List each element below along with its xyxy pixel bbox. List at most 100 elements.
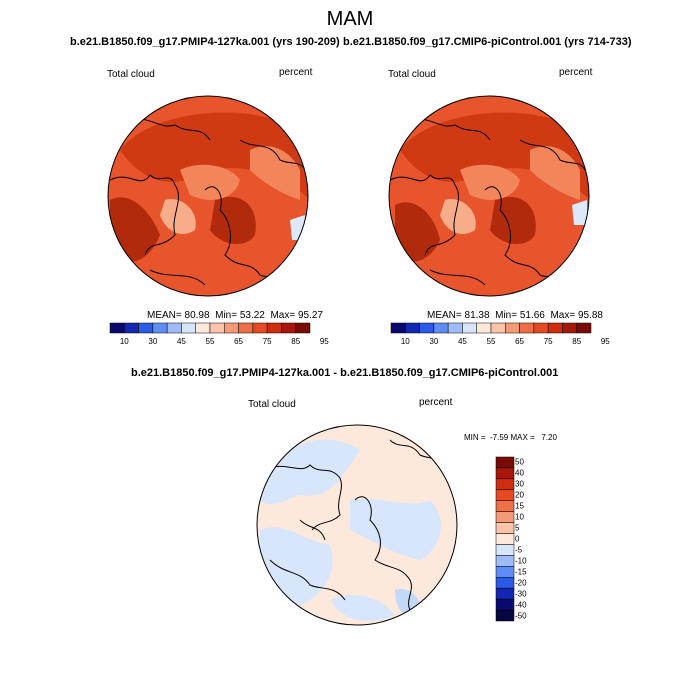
left-colorbar-tick-label: 65 — [234, 337, 244, 346]
diff-colorbar-tick-label: 0 — [515, 534, 520, 544]
left-colorbar-labels: 10 30 45 55 65 75 85 95 — [110, 337, 329, 347]
left-colorbar — [109, 322, 311, 334]
left-colorbar-box — [181, 322, 196, 334]
right-colorbar-svg — [390, 322, 592, 334]
left-colorbar-box — [238, 322, 254, 334]
left-map-darker-region — [110, 197, 160, 263]
right-colorbar-box — [462, 322, 477, 334]
diff-map-cool-region — [260, 439, 360, 505]
left-colorbar-box — [109, 322, 125, 334]
diff-colorbar-tick-label: 50 — [515, 457, 524, 467]
left-colorbar-tick-label: 85 — [291, 337, 301, 346]
left-colorbar-tick-label: 10 — [119, 337, 129, 346]
left-colorbar-box — [209, 322, 225, 334]
left-colorbar-tick-label: 75 — [262, 337, 272, 346]
diff-colorbar-box — [495, 609, 515, 622]
right-colorbar-box — [505, 322, 520, 334]
right-map-coastline — [389, 118, 586, 286]
diff-colorbar-tick-label: -40 — [515, 600, 527, 610]
diff-map-field — [257, 425, 457, 625]
left-colorbar-box — [266, 322, 282, 334]
right-colorbar-box — [433, 322, 449, 334]
right-colorbar-box — [419, 322, 435, 334]
left-map-coastline — [109, 118, 306, 286]
right-colorbar-tick-label: 95 — [600, 337, 610, 346]
left-map-darker-region-2 — [210, 196, 256, 245]
left-map-light-region — [180, 164, 240, 200]
right-map-field — [389, 96, 589, 296]
diff-minmax: MIN = -7.59 MAX = 7.20 — [464, 433, 557, 442]
right-units-label: percent — [559, 67, 593, 78]
right-map-dark-region — [400, 112, 589, 200]
right-map-pale-region — [440, 199, 476, 235]
left-colorbar-tick-label: 45 — [176, 337, 186, 346]
right-colorbar-box — [547, 322, 563, 334]
right-panel-title: b.e21.B1850.f09_g17.CMIP6-piControl.001 … — [343, 36, 632, 48]
diff-colorbar-tick-label: -50 — [515, 611, 527, 621]
right-colorbar-box — [405, 322, 420, 334]
diff-colorbar-tick-label: -15 — [515, 567, 527, 577]
diff-colorbar-tick-label: 15 — [515, 501, 524, 511]
diff-map-cool-region-5 — [330, 595, 395, 622]
right-map-darker-region — [395, 202, 440, 262]
diff-colorbar-tick-label: 10 — [515, 512, 524, 522]
left-colorbar-tick-label: 30 — [148, 337, 158, 346]
figure-title: MAM — [326, 8, 374, 30]
right-map-darker-region-2 — [490, 196, 536, 245]
left-panel-title: b.e21.B1850.f09_g17.PMIP4-127ka.001 (yrs… — [70, 36, 340, 48]
right-colorbar-box — [576, 322, 592, 334]
right-colorbar-box — [562, 322, 577, 334]
diff-colorbar-tick-label: -10 — [515, 556, 527, 566]
left-colorbar-tick-label: 55 — [205, 337, 215, 346]
diff-colorbar-tick-label: -20 — [515, 578, 527, 588]
right-colorbar-tick-label: 55 — [486, 337, 496, 346]
left-map-field — [108, 96, 308, 296]
right-colorbar-tick-label: 10 — [400, 337, 410, 346]
left-units-label: percent — [279, 67, 313, 78]
right-colorbar-tick-label: 85 — [572, 337, 582, 346]
right-colorbar-tick-label: 30 — [429, 337, 439, 346]
right-colorbar-tick-label: 75 — [543, 337, 553, 346]
right-map-light-region-2 — [530, 146, 580, 200]
right-colorbar-box — [490, 322, 506, 334]
left-colorbar-box — [138, 322, 154, 334]
left-colorbar-box — [281, 322, 296, 334]
diff-colorbar-labels: 50 40 30 20 15 10 5 0 -5 -10 -15 -20 -30 -40 -50 — [496, 457, 536, 621]
left-colorbar-box — [195, 322, 211, 334]
right-colorbar — [390, 322, 592, 334]
diff-units-label: percent — [419, 397, 453, 408]
left-variable-label: Total cloud — [107, 69, 155, 80]
diff-colorbar — [495, 456, 515, 622]
left-map-dark-region — [120, 112, 308, 200]
right-colorbar-box — [390, 322, 406, 334]
right-colorbar-tick-label: 45 — [457, 337, 467, 346]
diff-map-coastline — [264, 439, 451, 611]
right-stats: MEAN= 81.38 Min= 51.66 Max= 95.88 — [427, 310, 603, 321]
left-map-cool-patch — [290, 215, 305, 240]
left-colorbar-tick-label: 95 — [319, 337, 329, 346]
diff-map-cool-region-4 — [395, 589, 420, 617]
diff-colorbar-tick-label: 40 — [515, 468, 524, 478]
diff-map-cool-region-2 — [259, 527, 333, 610]
diff-colorbar-tick-label: -5 — [515, 545, 523, 555]
left-colorbar-svg — [109, 322, 311, 334]
diff-colorbar-tick-label: 5 — [515, 523, 520, 533]
right-colorbar-labels: 10 30 45 55 65 75 85 95 — [391, 337, 610, 347]
left-colorbar-box — [295, 322, 311, 334]
diff-colorbar-tick-label: -30 — [515, 589, 527, 599]
right-colorbar-box — [533, 322, 549, 334]
left-stats: MEAN= 80.98 Min= 53.22 Max= 95.27 — [147, 310, 323, 321]
diff-colorbar-tick-label: 20 — [515, 490, 524, 500]
left-colorbar-box — [166, 322, 182, 334]
right-colorbar-tick-label: 65 — [515, 337, 525, 346]
left-map-light-region-2 — [250, 146, 300, 200]
left-colorbar-box — [124, 322, 139, 334]
right-variable-label: Total cloud — [388, 69, 436, 80]
left-colorbar-box — [252, 322, 268, 334]
right-map-light-region — [460, 164, 520, 200]
right-colorbar-box — [447, 322, 463, 334]
diff-variable-label: Total cloud — [248, 399, 296, 410]
diff-panel-title: b.e21.B1850.f09_g17.PMIP4-127ka.001 - b.… — [131, 367, 559, 379]
